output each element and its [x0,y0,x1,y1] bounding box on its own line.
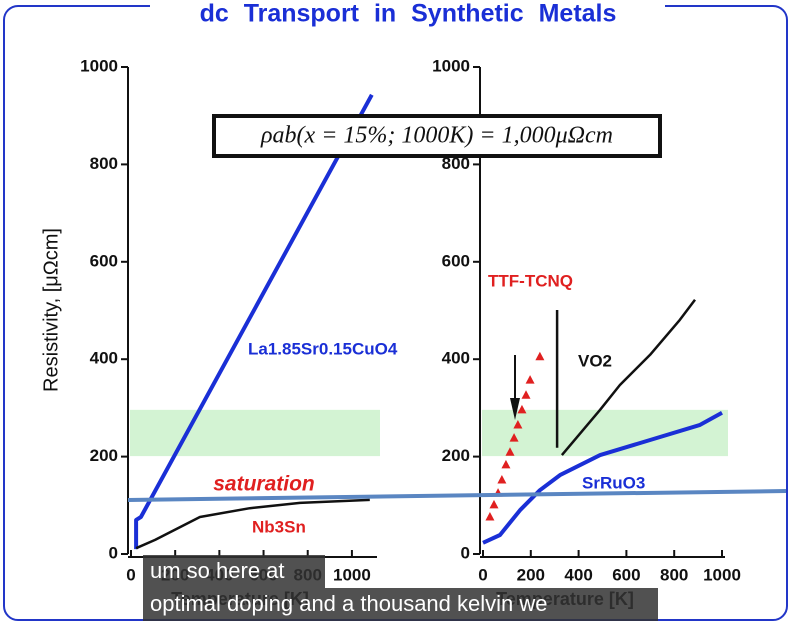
y-tick-label: 1000 [80,56,118,75]
slide-border [3,5,788,621]
series-label: SrRuO3 [582,473,645,492]
y-tick-label: 0 [109,543,118,562]
series-label: TTF-TCNQ [488,271,573,290]
formula-box [212,114,662,158]
data-point [525,375,535,384]
x-tick-label: 200 [517,565,545,584]
series-label: La1.85Sr0.15CuO4 [248,339,398,358]
x-tick-label: 400 [564,565,592,584]
data-point [505,447,515,456]
caption-box [143,555,325,588]
arrow-head [510,398,520,420]
data-point [535,351,545,361]
series-line [555,299,696,456]
slide-title: dc Transport in Synthetic Metals [200,0,617,28]
caption-line: um so here at [150,558,285,583]
y-tick-label: 200 [90,446,118,465]
series-line [135,498,370,550]
data-point [521,390,531,399]
data-point [517,404,527,414]
data-point [501,459,511,469]
series-line [134,93,374,550]
y-axis-label: Resistivity, [μΩcm] [40,228,62,392]
y-tick-label: 800 [90,154,118,173]
data-point [513,419,523,429]
y-tick-label: 400 [442,349,470,368]
y-tick-label: 400 [90,349,118,368]
data-point [489,499,499,509]
annotation: saturation [213,473,315,496]
x-tick-label: 600 [612,565,640,584]
saturation-line [127,489,787,502]
series-label: Nb3Sn [252,517,306,536]
y-tick-label: 800 [442,154,470,173]
y-tick-label: 600 [90,251,118,270]
data-point [497,474,507,484]
title-backdrop [150,0,665,28]
caption-line: optimal doping and a thousand kelvin we [150,591,548,616]
x-tick-label: 800 [660,565,688,584]
plots: Temperature [K]Resistivity, [μΩcm]020040… [40,56,741,608]
y-tick-label: 1000 [432,56,470,75]
caption-box [143,588,658,621]
saturation-band [130,409,380,457]
y-tick-label: 200 [442,446,470,465]
data-point [485,511,495,521]
formula: ρab(x = 15%; 1000K) = 1,000μΩcm [260,123,613,149]
y-tick-label: 600 [442,251,470,270]
x-tick-label: 0 [126,565,135,584]
series-label: VO2 [578,351,612,370]
x-tick-label: 1000 [703,565,741,584]
saturation-band [482,409,728,457]
y-tick-label: 0 [461,543,470,562]
x-tick-label: 1000 [333,565,371,584]
x-tick-label: 0 [478,565,487,584]
data-point [509,433,519,442]
series-line [482,411,723,545]
